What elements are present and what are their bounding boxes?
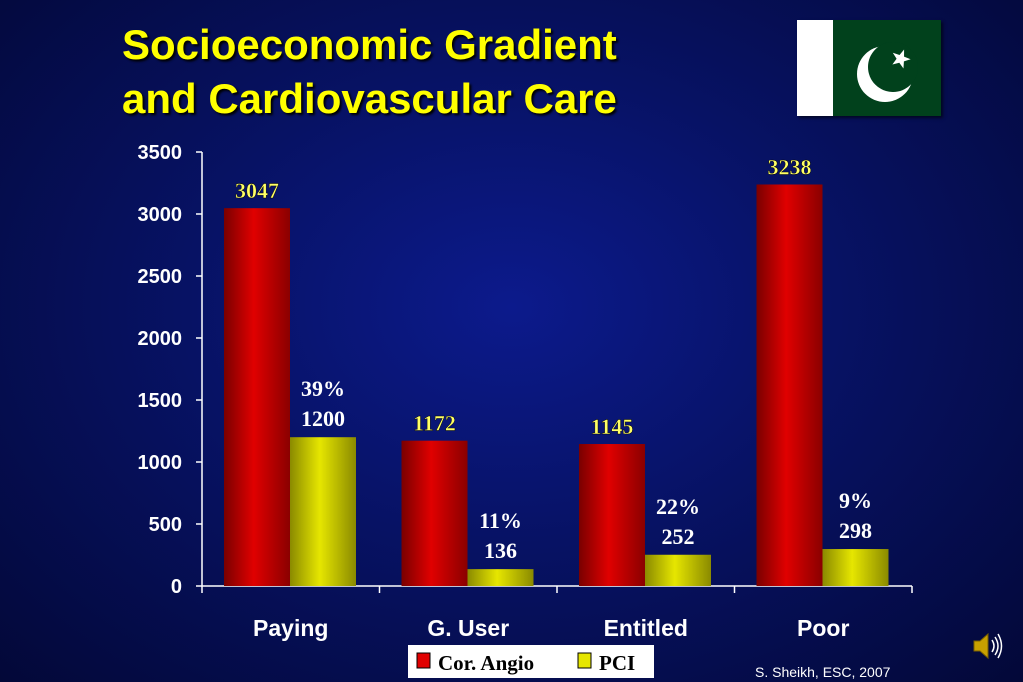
bar-pci [467, 569, 534, 586]
legend-swatch-pci [577, 652, 592, 669]
bar-pci [290, 437, 356, 586]
bar-pci [645, 554, 711, 586]
y-tick-label: 3000 [138, 204, 183, 226]
y-tick-label: 1000 [138, 452, 183, 474]
data-label-pci-percent: 9% [839, 488, 872, 513]
bar-cor-angio [756, 184, 823, 586]
slide-title: Socioeconomic Gradient and Cardiovascula… [122, 18, 762, 126]
y-tick-label: 0 [171, 576, 182, 598]
data-label-pci-percent: 39% [301, 376, 345, 401]
x-category-label: Poor [797, 615, 849, 641]
data-label-pci: 252 [662, 524, 695, 549]
legend-box [408, 645, 654, 678]
title-line-2: and Cardiovascular Care [122, 75, 617, 122]
title-line-1: Socioeconomic Gradient [122, 21, 617, 68]
x-category-label: Paying [253, 615, 328, 641]
speaker-icon[interactable] [972, 630, 1006, 662]
data-label-pci: 1200 [301, 406, 345, 431]
source-credit: S. Sheikh, ESC, 2007 [755, 664, 891, 680]
x-category-label: G. User [427, 615, 509, 641]
bar-cor-angio [579, 444, 645, 586]
bar-cor-angio [401, 440, 468, 586]
legend-label-pci: PCI [599, 651, 635, 675]
data-label-pci-percent: 22% [656, 494, 700, 519]
data-label-cor-angio: 1145 [591, 414, 634, 439]
data-label-pci: 136 [484, 538, 517, 563]
pakistan-flag-icon [797, 20, 941, 116]
y-tick-label: 2000 [138, 328, 183, 350]
y-tick-label: 2500 [138, 266, 183, 288]
data-label-cor-angio: 1172 [413, 411, 456, 436]
data-label-cor-angio: 3047 [235, 178, 279, 203]
x-category-label: Entitled [604, 615, 688, 641]
y-tick-label: 1500 [138, 390, 183, 412]
bar-cor-angio [224, 208, 290, 586]
data-label-cor-angio: 3238 [768, 154, 812, 179]
y-tick-label: 3500 [138, 142, 183, 164]
y-tick-label: 500 [149, 514, 182, 536]
data-label-pci: 298 [839, 518, 872, 543]
legend-label-cor-angio: Cor. Angio [438, 651, 534, 675]
data-label-pci-percent: 11% [479, 508, 522, 533]
bar-pci [822, 549, 889, 586]
legend-swatch-cor-angio [416, 652, 431, 669]
